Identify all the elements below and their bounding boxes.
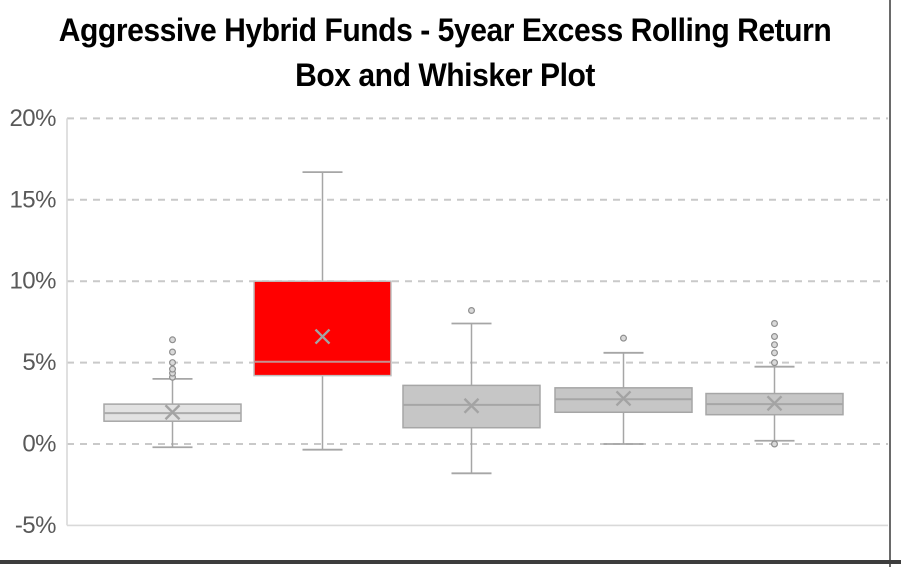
chart-title: Aggressive Hybrid Funds - 5year Excess R… xyxy=(27,8,864,98)
y-tick-label--5%: -5% xyxy=(15,512,56,539)
window-edge-right xyxy=(889,0,891,567)
outlier-dot xyxy=(169,359,177,367)
box-series-4 xyxy=(554,334,693,445)
outlier-dot xyxy=(169,336,177,344)
mean-x-marker xyxy=(615,390,632,407)
y-tick-label-10%: 10% xyxy=(9,268,56,295)
mean-x-marker xyxy=(463,397,480,414)
box-series-5 xyxy=(705,320,844,448)
outlier-dot xyxy=(770,341,778,349)
y-tick-label-15%: 15% xyxy=(9,186,56,213)
outlier-dot xyxy=(770,359,778,367)
y-tick-label-20%: 20% xyxy=(9,105,56,132)
outlier-dot xyxy=(169,348,177,356)
box-series-3 xyxy=(402,307,541,475)
outlier-dot xyxy=(468,307,476,315)
mean-x-marker xyxy=(766,395,783,412)
outlier-dot xyxy=(770,320,778,328)
mean-x-marker xyxy=(314,328,331,345)
iqr-box xyxy=(402,384,541,429)
box-series-1 xyxy=(103,336,242,449)
outlier-dot xyxy=(770,440,778,448)
outlier-dot xyxy=(169,365,177,373)
mean-x-marker xyxy=(164,404,181,421)
iqr-box xyxy=(253,280,392,377)
y-tick-label-5%: 5% xyxy=(22,349,56,376)
box-series-2 xyxy=(253,171,392,451)
outlier-dot xyxy=(770,349,778,357)
chart-title-line1: Aggressive Hybrid Funds - 5year Excess R… xyxy=(58,12,832,48)
chart-title-line2: Box and Whisker Plot xyxy=(295,57,595,93)
window-edge-bottom xyxy=(0,560,901,564)
y-tick-label-0%: 0% xyxy=(22,431,56,458)
outlier-dot xyxy=(770,333,778,341)
outlier-dot xyxy=(619,334,627,342)
